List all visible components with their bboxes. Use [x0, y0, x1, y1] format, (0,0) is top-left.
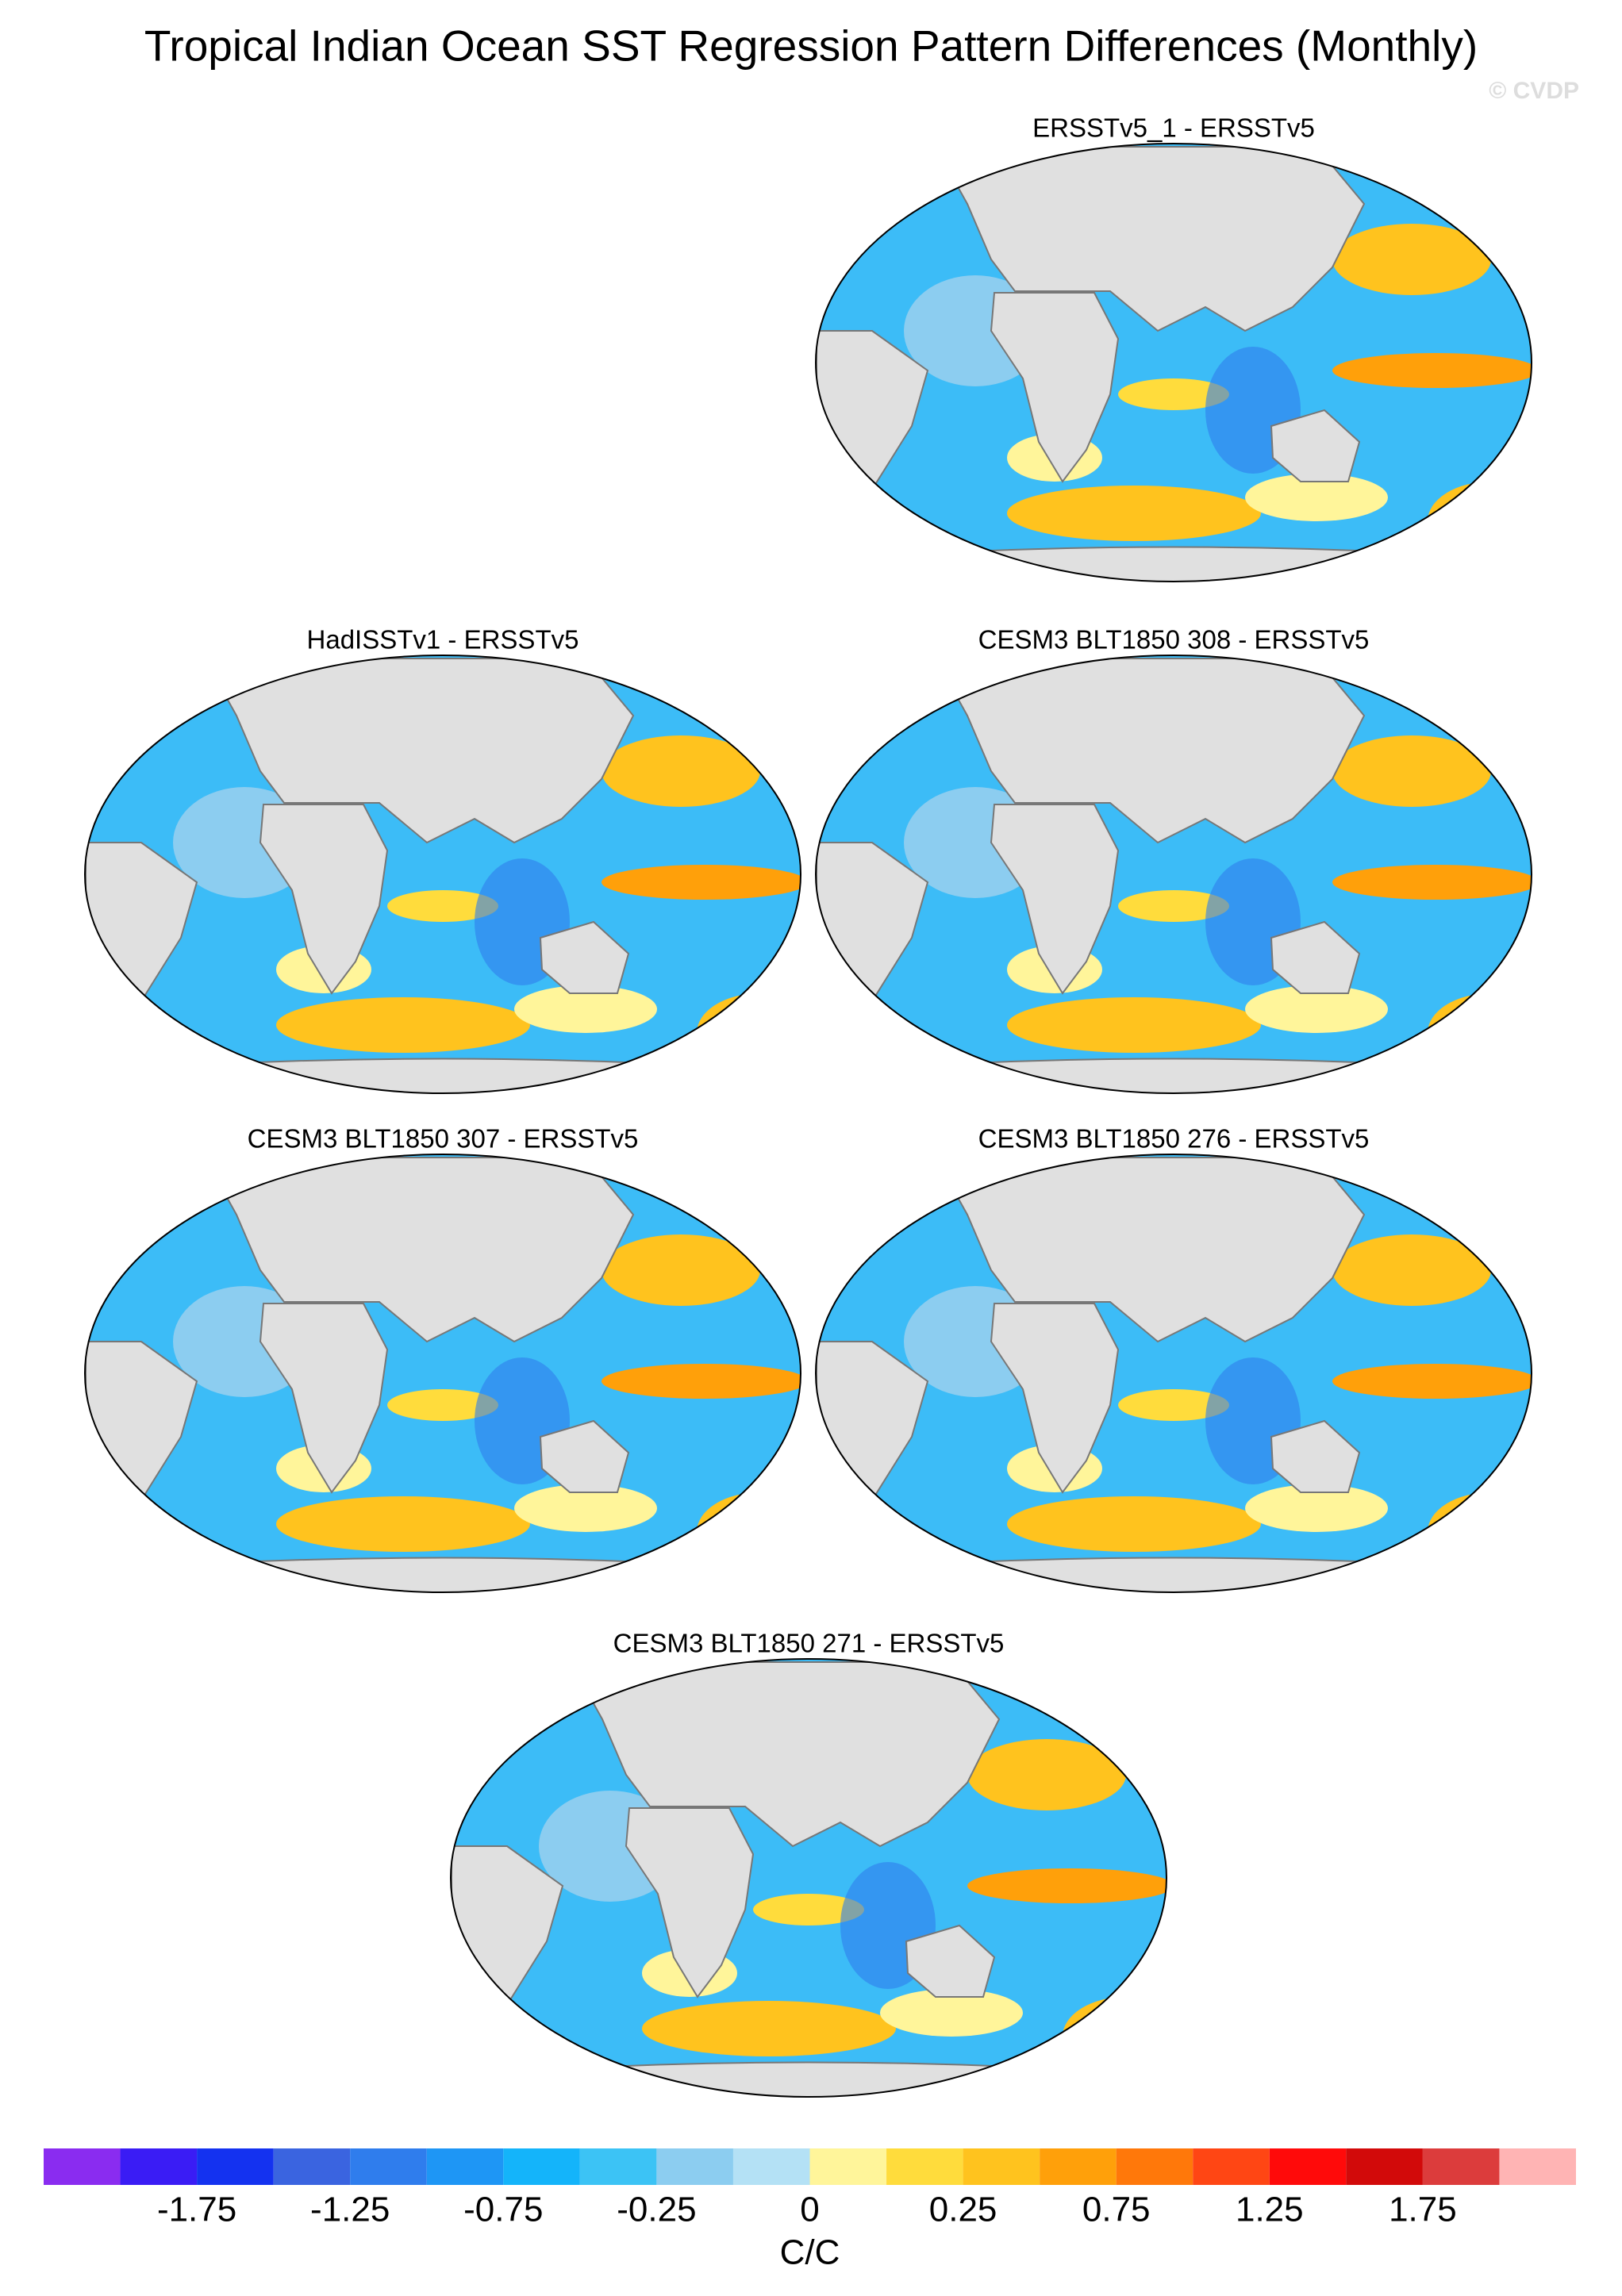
colorbar-label: -1.75 [157, 2190, 236, 2229]
map-panel [444, 1656, 1190, 2108]
colorbar-box [886, 2148, 963, 2185]
colorbar-box [426, 2148, 504, 2185]
map-panel [809, 652, 1555, 1104]
colorbar-label: -0.25 [617, 2190, 696, 2229]
panel-title: HadISSTv1 - ERSSTv5 [307, 625, 579, 655]
map-panel [78, 652, 824, 1104]
figure-title: Tropical Indian Ocean SST Regression Pat… [144, 21, 1478, 71]
colorbar-label: 1.75 [1389, 2190, 1457, 2229]
colorbar-label: -0.75 [463, 2190, 543, 2229]
colorbar-box [350, 2148, 427, 2185]
colorbar-box [1422, 2148, 1500, 2185]
colorbar-box [1116, 2148, 1193, 2185]
colorbar-title: C/C [780, 2233, 840, 2272]
colorbar-box [1499, 2148, 1576, 2185]
colorbar-label: 0.25 [929, 2190, 997, 2229]
panel-title: CESM3 BLT1850 276 - ERSSTv5 [978, 1124, 1370, 1154]
colorbar-box [1040, 2148, 1117, 2185]
colorbar-box [1269, 2148, 1347, 2185]
map-panel [809, 1151, 1555, 1603]
colorbar-label: 1.25 [1236, 2190, 1304, 2229]
watermark: © CVDP [1489, 78, 1579, 104]
panel-title: CESM3 BLT1850 308 - ERSSTv5 [978, 625, 1370, 655]
panel-title: CESM3 BLT1850 307 - ERSSTv5 [248, 1124, 639, 1154]
colorbar-box [732, 2148, 810, 2185]
colorbar-box [197, 2148, 274, 2185]
map-panel [78, 1151, 824, 1603]
colorbar-box [656, 2148, 733, 2185]
panel-title: CESM3 BLT1850 271 - ERSSTv5 [613, 1629, 1005, 1658]
colorbar-box [1346, 2148, 1423, 2185]
colorbar-label: 0 [800, 2190, 819, 2229]
colorbar-box [44, 2148, 121, 2185]
colorbar-box [273, 2148, 351, 2185]
colorbar-box [809, 2148, 887, 2185]
colorbar-label: -1.25 [310, 2190, 390, 2229]
map-panel [809, 140, 1555, 593]
colorbar-box [963, 2148, 1040, 2185]
panel-title: ERSSTv5_1 - ERSSTv5 [1032, 113, 1315, 143]
colorbar-label: 0.75 [1082, 2190, 1151, 2229]
colorbar-box [120, 2148, 198, 2185]
colorbar-box [579, 2148, 657, 2185]
colorbar-box [503, 2148, 580, 2185]
colorbar-box [1193, 2148, 1270, 2185]
